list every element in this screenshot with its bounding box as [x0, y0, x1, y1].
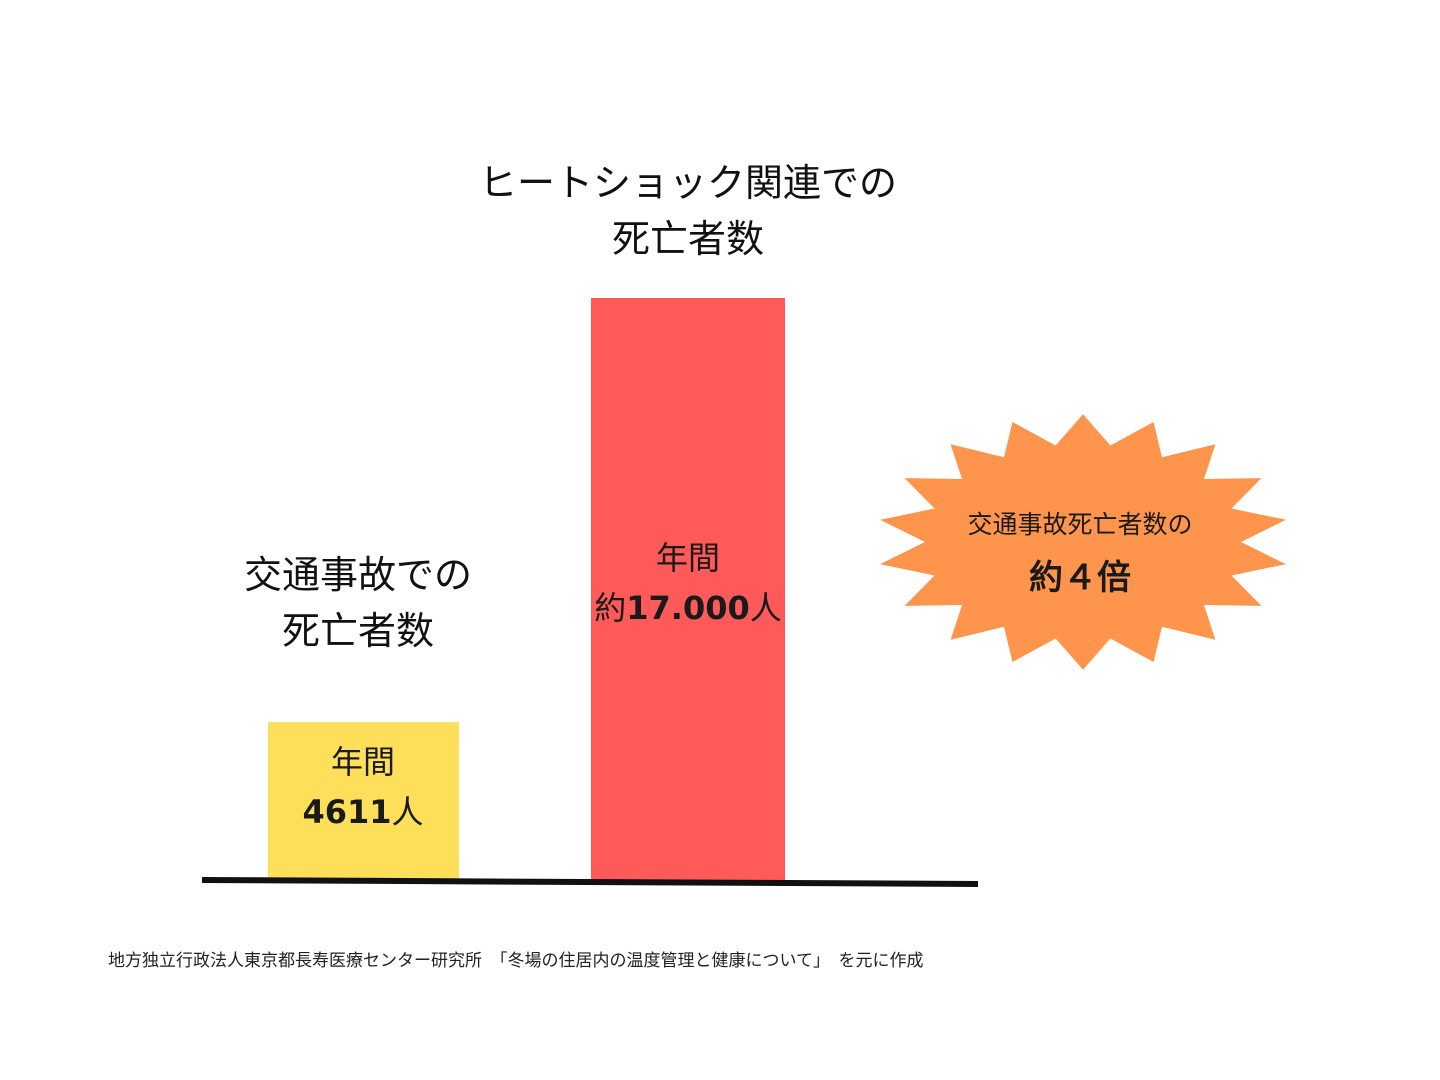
- traffic-bar-value-label: 4611人: [268, 787, 458, 837]
- heatshock-bar-data-label: 年間 約17.000人: [578, 533, 798, 633]
- traffic-bar-title-line2: 死亡者数: [281, 609, 434, 653]
- heatshock-bar-period-label: 年間: [655, 539, 720, 577]
- starburst-annotation-line1: 交通事故死亡者数の: [967, 510, 1193, 539]
- heatshock-bar-value-label: 約17.000人: [578, 583, 798, 633]
- traffic-bar-title: 交通事故での 死亡者数: [198, 547, 518, 659]
- source-note: 地方独立行政法人東京都長寿医療センター研究所 「冬場の住居内の温度管理と健康につ…: [108, 951, 924, 971]
- traffic-bar-data-label: 年間 4611人: [268, 737, 458, 837]
- traffic-bar-value-number: 4611: [302, 793, 392, 831]
- heatshock-bar-value-prefix: 約: [594, 589, 627, 627]
- traffic-bar-value-suffix: 人: [391, 793, 424, 831]
- starburst-annotation-text: 交通事故死亡者数の 約４倍: [930, 500, 1230, 606]
- bars-group: [268, 298, 785, 880]
- heatshock-bar-title-line2: 死亡者数: [611, 217, 764, 261]
- heatshock-bar-title: ヒートショック関連での 死亡者数: [438, 155, 938, 267]
- traffic-bar-period-label: 年間: [330, 743, 395, 781]
- heatshock-bar-value-suffix: 人: [749, 589, 782, 627]
- traffic-bar: [268, 722, 459, 880]
- heatshock-bar: [591, 298, 785, 880]
- baseline-axis: [201, 877, 979, 887]
- traffic-bar-title-line1: 交通事故での: [243, 553, 472, 597]
- heatshock-bar-value-number: 17.000: [626, 589, 750, 627]
- heatshock-bar-title-line1: ヒートショック関連での: [478, 161, 897, 205]
- starburst-annotation-shape: [880, 414, 1286, 670]
- starburst-annotation-line2: 約４倍: [1029, 558, 1131, 598]
